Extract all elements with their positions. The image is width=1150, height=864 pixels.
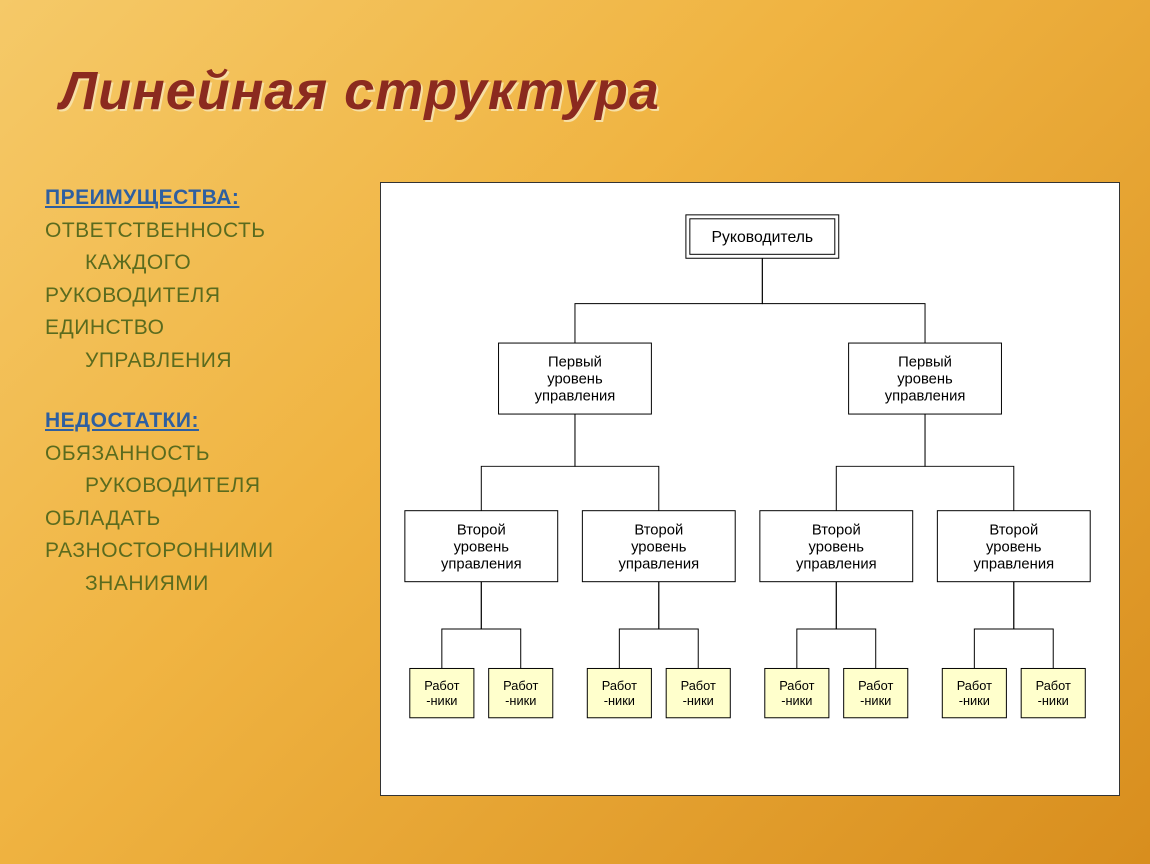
disadvantages-heading: НЕДОСТАТКИ:	[45, 405, 355, 438]
left-text-panel: ПРЕИМУЩЕСТВА: ОТВЕТСТВЕННОСТЬКАЖДОГОРУКО…	[45, 182, 355, 796]
text-line: ЕДИНСТВО	[45, 312, 355, 345]
text-line: РУКОВОДИТЕЛЯ	[45, 470, 355, 503]
org-chart-svg: Руководитель Первыйуровеньуправления Первы…	[395, 205, 1105, 777]
org-chart-edge	[619, 582, 658, 669]
disadvantages-body: ОБЯЗАННОСТЬРУКОВОДИТЕЛЯОБЛАДАТЬРАЗНОСТОР…	[45, 438, 355, 601]
text-line: ОБЯЗАННОСТЬ	[45, 438, 355, 471]
svg-text:Работ-ники: Работ-ники	[602, 678, 637, 708]
svg-text:Работ-ники: Работ-ники	[858, 678, 893, 708]
manager-node: Второйуровеньуправления	[405, 511, 558, 582]
manager-node: Второйуровеньуправления	[582, 511, 735, 582]
org-chart-edge	[481, 414, 575, 511]
worker-node: Работ-ники	[666, 668, 730, 717]
title-text: Линейная структура	[60, 61, 660, 121]
advantages-body: ОТВЕТСТВЕННОСТЬКАЖДОГОРУКОВОДИТЕЛЯЕДИНСТ…	[45, 215, 355, 378]
svg-text:Работ-ники: Работ-ники	[779, 678, 814, 708]
text-line: УПРАВЛЕНИЯ	[45, 345, 355, 378]
org-chart-edge	[797, 582, 836, 669]
worker-node: Работ-ники	[489, 668, 553, 717]
text-line: ОТВЕТСТВЕННОСТЬ	[45, 215, 355, 248]
org-chart-edge	[442, 582, 481, 669]
org-chart-edge	[974, 582, 1013, 669]
svg-text:Работ-ники: Работ-ники	[681, 678, 716, 708]
text-line: КАЖДОГО	[45, 247, 355, 280]
manager-node: Первыйуровеньуправления	[499, 343, 652, 414]
worker-node: Работ-ники	[765, 668, 829, 717]
org-chart-edge	[762, 258, 925, 343]
worker-node: Работ-ники	[1021, 668, 1085, 717]
svg-text:Работ-ники: Работ-ники	[957, 678, 992, 708]
content-row: ПРЕИМУЩЕСТВА: ОТВЕТСТВЕННОСТЬКАЖДОГОРУКО…	[0, 122, 1150, 796]
manager-node: Руководитель	[686, 215, 839, 258]
org-chart-edge	[925, 414, 1014, 511]
text-line: ОБЛАДАТЬ	[45, 503, 355, 536]
org-chart-edge	[575, 414, 659, 511]
manager-node: Второйуровеньуправления	[760, 511, 913, 582]
org-chart-edge	[659, 582, 698, 669]
svg-text:Работ-ники: Работ-ники	[1036, 678, 1071, 708]
worker-node: Работ-ники	[410, 668, 474, 717]
org-chart-edge	[481, 582, 520, 669]
text-line: РУКОВОДИТЕЛЯ	[45, 280, 355, 313]
worker-node: Работ-ники	[587, 668, 651, 717]
org-chart-panel: Руководитель Первыйуровеньуправления Первы…	[380, 182, 1120, 796]
org-chart-edge	[1014, 582, 1053, 669]
worker-node: Работ-ники	[942, 668, 1006, 717]
text-line: ЗНАНИЯМИ	[45, 568, 355, 601]
slide-title: Линейная структура	[0, 0, 1150, 122]
org-chart-edge	[575, 258, 762, 343]
manager-node: Первыйуровеньуправления	[849, 343, 1002, 414]
manager-node: Второйуровеньуправления	[937, 511, 1090, 582]
text-line: РАЗНОСТОРОННИМИ	[45, 535, 355, 568]
worker-node: Работ-ники	[844, 668, 908, 717]
org-chart-edge	[836, 582, 875, 669]
svg-text:Работ-ники: Работ-ники	[424, 678, 459, 708]
svg-text:Работ-ники: Работ-ники	[503, 678, 538, 708]
advantages-heading: ПРЕИМУЩЕСТВА:	[45, 182, 355, 215]
svg-text:Руководитель: Руководитель	[712, 229, 814, 246]
org-chart-edge	[836, 414, 925, 511]
